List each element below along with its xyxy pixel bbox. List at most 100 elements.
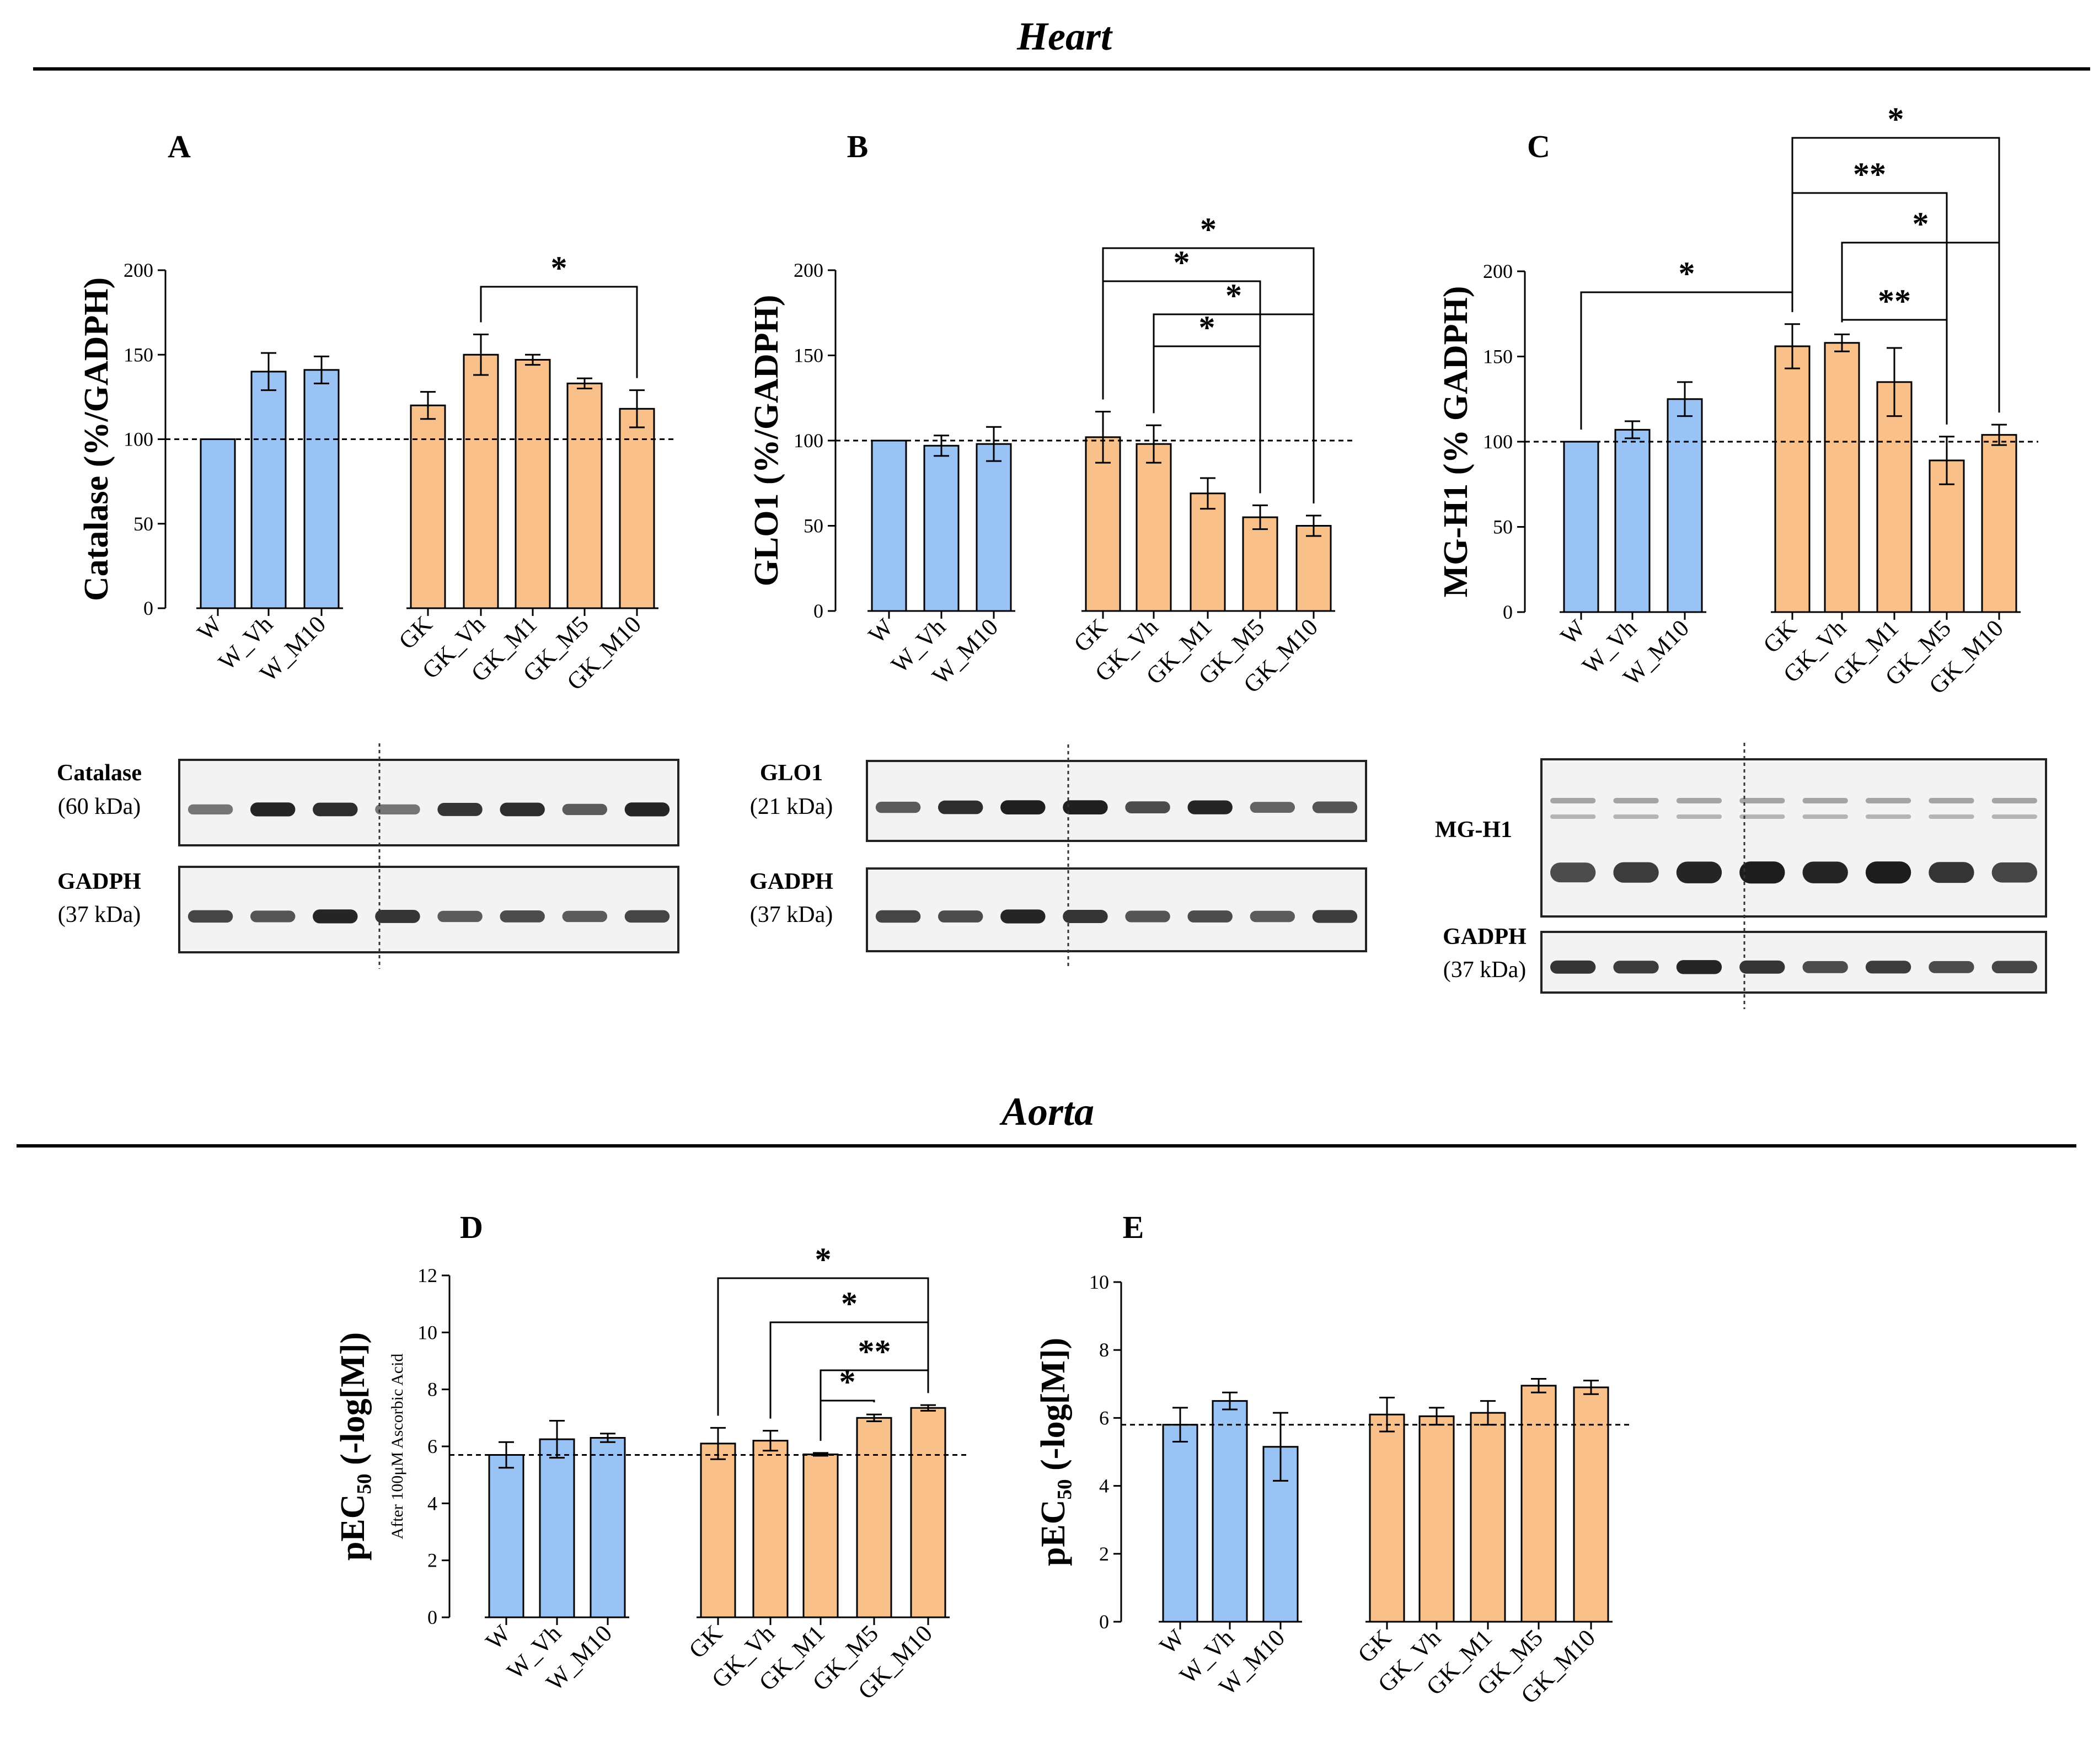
blot-band <box>562 910 608 923</box>
bar-gk-m10 <box>1573 1386 1609 1623</box>
y-tick-label: 200 <box>124 259 153 281</box>
y-tick-label: 8 <box>1099 1339 1109 1361</box>
significance-bracket <box>1102 247 1315 503</box>
significance-bracket <box>717 1277 929 1416</box>
blot-band-faint <box>1613 814 1659 819</box>
y-tick-label: 0 <box>143 597 153 619</box>
blot-band <box>1991 862 2037 883</box>
y-tick-label: 10 <box>1089 1271 1109 1293</box>
blot-band-faint <box>1613 798 1659 803</box>
blot-band <box>1802 961 1848 973</box>
bar-gk-m5 <box>566 382 603 609</box>
significance-marker: * <box>1199 309 1215 346</box>
blot-band <box>1125 910 1170 923</box>
bar-gk-vh <box>752 1440 789 1618</box>
blot-band <box>500 802 545 817</box>
blot-kda-label: (60 kDa) <box>58 794 141 819</box>
y-tick-label: 12 <box>417 1264 437 1286</box>
bar-gk-m10 <box>619 408 655 609</box>
blot-band-faint <box>1802 798 1848 803</box>
bar-gk <box>700 1443 736 1618</box>
bar-gk-vh <box>463 353 499 609</box>
blot-protein-label: MG-H1 <box>1435 817 1512 843</box>
y-tick-label: 50 <box>133 513 153 535</box>
blot-band <box>624 910 670 923</box>
significance-marker: * <box>839 1364 856 1400</box>
y-tick-label: 6 <box>1099 1407 1109 1429</box>
blot-band <box>1613 961 1659 974</box>
bar-w <box>871 439 907 612</box>
bar-gk-m10 <box>910 1407 946 1618</box>
heart-header: Heart <box>33 14 2090 71</box>
y-tick-label: 200 <box>1483 260 1513 282</box>
blot-band <box>1550 862 1596 883</box>
blot-band <box>1676 861 1722 883</box>
y-axis-title: Catalase (%/GADPH) <box>78 277 115 601</box>
significance-bracket <box>1841 242 2000 413</box>
blot-band <box>1187 910 1233 923</box>
blot-kda-label: (21 kDa) <box>750 794 833 819</box>
significance-marker: * <box>1913 206 1929 242</box>
blot-kda-label: (37 kDa) <box>58 902 141 927</box>
blot-band <box>1613 862 1659 883</box>
y-tick-label: 10 <box>417 1321 437 1343</box>
bar-gk-vh <box>1824 342 1860 613</box>
blot-band-faint <box>1550 798 1596 803</box>
significance-marker: * <box>1200 211 1217 248</box>
bar-gk-m10 <box>1295 525 1332 612</box>
y-tick-label: 0 <box>427 1606 437 1628</box>
x-category-label: W <box>192 610 227 646</box>
blot-protein-label: GADPH <box>57 869 141 894</box>
y-tick-label: 150 <box>794 345 823 367</box>
x-category-label: W <box>480 1620 516 1655</box>
blot-band <box>1312 910 1358 923</box>
blot-band <box>1865 861 1911 884</box>
blot-band <box>1250 910 1295 923</box>
blot-band <box>562 803 608 816</box>
blot-band <box>375 804 420 815</box>
y-tick-label: 2 <box>427 1549 437 1572</box>
y-axis-title: MG-H1 (% GADPH) <box>1437 286 1475 598</box>
significance-marker: * <box>1225 277 1242 314</box>
blot-band <box>1125 801 1170 813</box>
y-tick-label: 150 <box>1483 346 1513 368</box>
bar-gk <box>1369 1413 1405 1623</box>
bar-w-m10 <box>1667 398 1703 613</box>
blot-band <box>1739 861 1785 884</box>
bar-gk-m1 <box>1190 492 1226 612</box>
blot-band-faint <box>1929 814 1974 819</box>
significance-marker: * <box>1174 244 1190 281</box>
blots-layer: Catalase (60 kDa) GADPH (37 kDa) GLO1 (21 kDa… <box>57 743 2047 1009</box>
blot-band <box>500 910 545 923</box>
significance-bracket <box>1791 137 2000 413</box>
bar-gk-m5 <box>1520 1385 1557 1623</box>
y-tick-label: 4 <box>427 1492 437 1514</box>
panel-letter-c: C <box>1527 128 1550 164</box>
bar-w-vh <box>923 444 960 612</box>
blot-band <box>1312 801 1358 813</box>
blot-band <box>437 910 483 923</box>
bar-w-m10 <box>303 369 340 609</box>
y-tick-label: 50 <box>1493 516 1513 538</box>
blot-strip <box>1540 758 2047 918</box>
y-tick-label: 0 <box>1099 1611 1109 1633</box>
bar-gk-m10 <box>1981 434 2017 613</box>
x-category-label: W <box>863 613 898 648</box>
y-tick-label: 150 <box>124 344 153 366</box>
blot-band <box>375 909 420 923</box>
y-axis-title: pEC₅₀ (-log[M]) <box>334 1332 372 1561</box>
blot-band-faint <box>1802 814 1848 819</box>
blot-strip <box>178 759 679 846</box>
panel-letter-e: E <box>1123 1209 1144 1245</box>
bar-w <box>200 438 236 609</box>
bar-w-vh <box>250 371 287 609</box>
bar-w-vh <box>1614 428 1651 613</box>
significance-marker: ** <box>1853 156 1886 192</box>
blot-band-faint <box>1991 814 2037 819</box>
western-blot-c: MG-H1 GADPH (37 kDa) <box>1435 743 2047 1009</box>
blot-band-faint <box>1865 798 1911 803</box>
x-category-label: GK <box>393 610 437 655</box>
